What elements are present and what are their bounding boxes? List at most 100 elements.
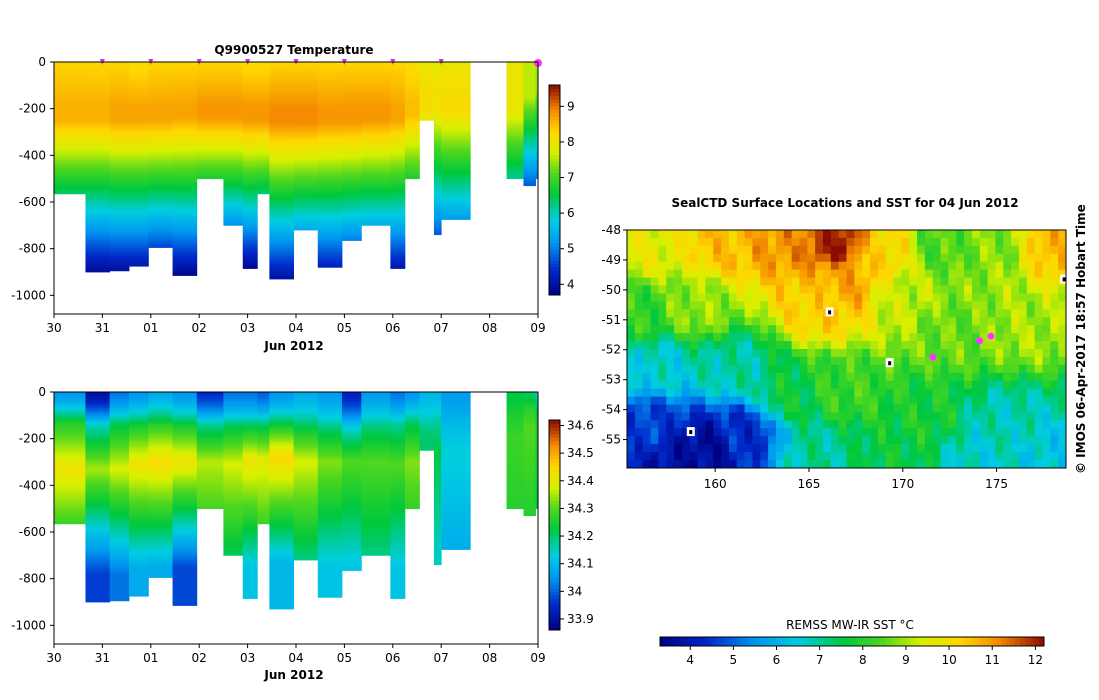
salinity-cell — [242, 518, 258, 521]
colorbar-swatch — [549, 500, 560, 505]
salinity-cell — [269, 504, 294, 507]
sst-cell — [697, 356, 706, 366]
temperature-cell — [172, 253, 198, 257]
temperature-cell — [441, 188, 471, 191]
salinity-cell — [523, 417, 536, 421]
sst-cell — [799, 341, 808, 350]
salinity-cell — [390, 497, 406, 500]
salinity-cell — [172, 422, 198, 426]
sst-cell — [697, 396, 706, 406]
salinity-cell — [433, 438, 442, 442]
sst-cell — [658, 349, 667, 358]
salinity-cell — [129, 490, 149, 493]
salinity-cell — [54, 518, 86, 521]
salinity-cell — [223, 438, 244, 442]
salinity-cell — [223, 476, 244, 479]
salinity-cell — [506, 494, 524, 498]
sst-cell — [627, 245, 636, 255]
sst-cell — [744, 372, 753, 382]
salinity-cell — [148, 548, 173, 552]
salinity-cell — [506, 417, 524, 421]
temperature-cell — [293, 178, 319, 182]
sst-cell — [775, 412, 785, 421]
temperature-cell — [361, 153, 391, 156]
temperature-cell — [433, 202, 442, 205]
sst-cell — [979, 293, 989, 302]
salinity-cell — [85, 578, 111, 582]
temperature-cell — [242, 80, 258, 84]
salinity-cell — [361, 420, 391, 423]
sst-cell — [870, 333, 879, 342]
sst-cell — [932, 230, 942, 239]
sst-cell — [979, 333, 989, 342]
salinity-cell — [361, 553, 391, 556]
temperature-cell — [109, 106, 130, 110]
temperature-cell — [172, 234, 198, 238]
temperature-cell — [341, 101, 362, 105]
temperature-cell — [433, 150, 442, 154]
sst-cell — [870, 285, 879, 294]
salinity-cell — [404, 485, 420, 489]
sst-cell — [674, 349, 683, 358]
sst-cell — [783, 301, 793, 310]
x-tick-label: 05 — [337, 651, 352, 665]
salinity-cell — [535, 504, 539, 507]
temperature-cell — [109, 269, 130, 272]
salinity-cell — [257, 476, 270, 479]
salinity-cell — [172, 501, 198, 505]
salinity-cell — [85, 471, 111, 475]
salinity-cell — [535, 478, 539, 482]
salinity-cell — [535, 396, 539, 400]
temperature-cell — [390, 125, 406, 128]
temperature-cell — [269, 209, 294, 212]
sst-cell — [689, 261, 699, 271]
salinity-cell — [172, 574, 198, 577]
temperature-cell — [390, 122, 406, 126]
salinity-cell — [223, 417, 244, 421]
sst-cell — [775, 364, 785, 374]
sst-cell — [846, 325, 855, 334]
temperature-cell — [242, 230, 258, 233]
sst-cell — [1018, 230, 1028, 239]
temperature-cell — [172, 64, 198, 68]
salinity-cell — [341, 557, 362, 561]
salinity-cell — [172, 604, 198, 606]
sst-cell — [932, 285, 942, 294]
sst-cell — [768, 237, 777, 247]
sst-cell — [1011, 364, 1020, 374]
temperature-cell — [54, 85, 86, 89]
temperature-cell — [293, 127, 319, 131]
temperature-cell — [506, 73, 524, 77]
salinity-cell — [257, 506, 270, 510]
temperature-cell — [85, 141, 111, 145]
sst-cell — [964, 285, 973, 294]
sst-cell — [917, 309, 926, 318]
temperature-cell — [404, 129, 420, 133]
temperature-cell — [196, 106, 224, 110]
sst-cell — [650, 380, 659, 390]
temperature-cell — [317, 85, 343, 89]
temperature-cell — [54, 143, 86, 147]
salinity-cell — [148, 392, 173, 395]
salinity-cell — [341, 396, 362, 400]
temperature-cell — [196, 150, 224, 154]
salinity-cell — [54, 499, 86, 503]
temperature-cell — [148, 94, 173, 98]
salinity-cell — [196, 415, 224, 419]
temperature-cell — [441, 146, 471, 149]
sst-cell — [1042, 388, 1051, 398]
salinity-cell — [129, 420, 149, 423]
temperature-cell — [172, 274, 198, 276]
sst-cell — [870, 253, 879, 263]
colorbar-swatch — [549, 242, 560, 247]
salinity-cell — [361, 476, 391, 479]
temperature-cell — [293, 150, 319, 154]
temperature-cell — [361, 167, 391, 170]
salinity-cell — [293, 494, 319, 498]
salinity-cell — [433, 508, 442, 512]
sst-cell — [1026, 364, 1036, 374]
temperature-cell — [535, 162, 539, 166]
sst-cell — [1018, 428, 1028, 437]
salinity-cell — [54, 511, 86, 514]
sst-cell — [744, 396, 753, 406]
